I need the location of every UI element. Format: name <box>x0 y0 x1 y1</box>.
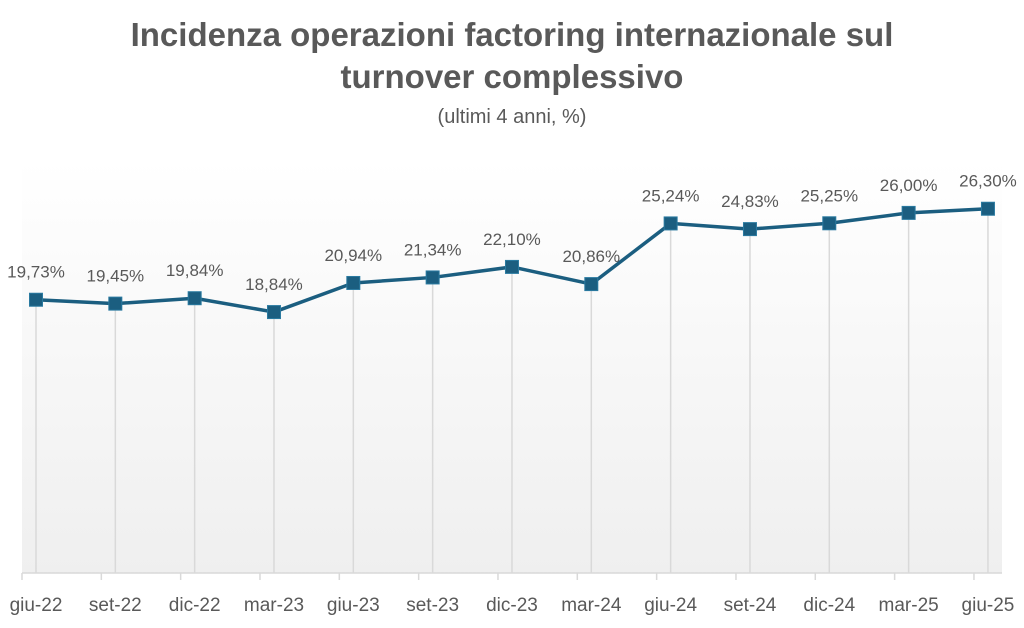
data-label: 19,84% <box>166 261 224 280</box>
data-point-marker <box>266 305 281 320</box>
chart-title-line2: turnover complessivo <box>340 58 684 95</box>
data-label: 24,83% <box>721 192 779 211</box>
data-point-marker <box>504 259 519 274</box>
x-tick-label: set-22 <box>89 595 142 616</box>
data-label: 19,73% <box>7 263 65 282</box>
x-tick-label: giu-25 <box>962 595 1015 616</box>
data-label: 20,86% <box>562 247 620 266</box>
chart-subtitle: (ultimi 4 anni, %) <box>437 106 587 128</box>
x-tick-label: giu-22 <box>10 595 63 616</box>
data-label: 20,94% <box>324 246 382 265</box>
x-tick-label: giu-23 <box>327 595 380 616</box>
x-tick-label: mar-25 <box>879 595 939 616</box>
data-point-marker <box>901 205 916 220</box>
chart-title: Incidenza operazioni factoring internazi… <box>0 14 1024 98</box>
x-tick-label: dic-23 <box>486 595 538 616</box>
data-point-marker <box>742 222 757 237</box>
data-point-marker <box>108 296 123 311</box>
data-point-marker <box>822 216 837 231</box>
data-point-marker <box>346 275 361 290</box>
data-label: 25,25% <box>800 186 858 205</box>
data-label: 18,84% <box>245 275 303 294</box>
data-label: 26,30% <box>959 172 1017 191</box>
x-tick-label: set-23 <box>406 595 459 616</box>
data-label: 22,10% <box>483 230 541 249</box>
data-label: 25,24% <box>642 186 700 205</box>
data-point-marker <box>663 216 678 231</box>
x-tick-label: mar-23 <box>244 595 304 616</box>
x-tick-label: set-24 <box>724 595 777 616</box>
data-point-marker <box>584 277 599 292</box>
data-point-marker <box>29 292 43 307</box>
x-tick-label: giu-24 <box>644 595 697 616</box>
data-label: 26,00% <box>880 176 938 195</box>
x-tick-label: mar-24 <box>561 595 622 616</box>
chart-title-line1: Incidenza operazioni factoring internazi… <box>130 16 894 53</box>
data-point-marker <box>187 291 202 306</box>
x-tick-label: dic-24 <box>803 595 855 616</box>
data-point-marker <box>425 270 440 285</box>
data-label: 19,45% <box>86 267 144 286</box>
data-point-marker <box>980 201 995 216</box>
data-label: 21,34% <box>404 240 462 259</box>
x-tick-label: dic-22 <box>169 595 221 616</box>
